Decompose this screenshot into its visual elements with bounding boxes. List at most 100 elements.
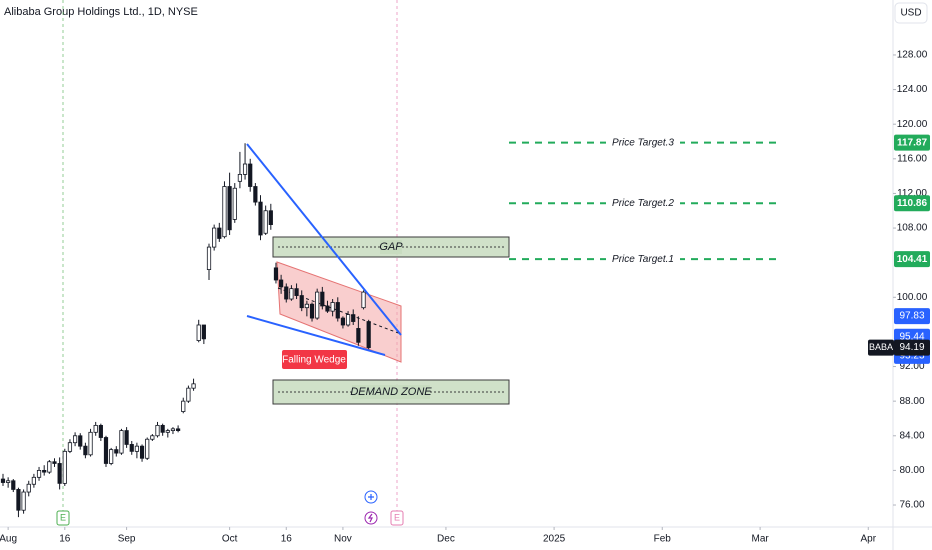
- candle-body: [232, 187, 237, 220]
- candle-body: [212, 227, 217, 248]
- candle-body: [217, 227, 222, 239]
- candle-body: [325, 305, 330, 312]
- candle-body: [206, 246, 212, 271]
- x-tick-label: 16: [281, 534, 293, 545]
- candle-body: [16, 489, 21, 511]
- candle-body: [186, 387, 191, 402]
- candle-body: [237, 173, 243, 182]
- earnings-icon[interactable]: [390, 510, 404, 526]
- event-icon-glyph: [368, 494, 374, 500]
- candle-body: [284, 286, 289, 300]
- candle-body: [330, 302, 335, 312]
- candle-body: [263, 210, 268, 234]
- wedge-label: Falling Wedge: [282, 355, 346, 366]
- last-price-label: 94.19: [899, 342, 924, 353]
- wedge-badge: [282, 350, 347, 369]
- channel-midline: [277, 287, 402, 335]
- candle-body: [279, 279, 284, 288]
- candle-body: [11, 480, 16, 490]
- target-label: Price Target.3: [612, 137, 674, 148]
- price-tag-label: 95.44: [899, 331, 924, 342]
- candle-body: [196, 324, 201, 341]
- candle-body: [299, 295, 304, 309]
- target-price-label: 104.41: [897, 254, 928, 265]
- target-label-bg: [606, 196, 680, 211]
- trend-line: [246, 143, 402, 336]
- x-tick-label: 2025: [543, 534, 566, 545]
- x-tick-label: Apr: [860, 534, 876, 545]
- candle-body: [191, 383, 196, 389]
- candle-body: [93, 424, 98, 433]
- y-tick-label: 80.00: [899, 465, 924, 476]
- demand-label-bg: [352, 385, 430, 399]
- x-tick-label: 16: [59, 534, 71, 545]
- candle-body: [0, 478, 6, 483]
- y-tick-label: 100.00: [897, 292, 928, 303]
- candle-body: [62, 450, 67, 484]
- candle-body: [129, 444, 134, 452]
- event-icon-glyph: [367, 513, 373, 523]
- candle-body: [98, 424, 103, 438]
- candle-body: [26, 483, 31, 493]
- candle-body: [242, 163, 248, 175]
- candle-body: [57, 463, 62, 484]
- target-price-label: 110.86: [897, 198, 927, 209]
- earnings-icon[interactable]: [56, 510, 70, 526]
- y-tick-label: 120.00: [897, 119, 928, 130]
- y-tick-label: 108.00: [897, 223, 928, 234]
- candle-body: [150, 435, 155, 440]
- y-tick-label: 92.00: [899, 361, 924, 372]
- target-label-bg: [606, 135, 680, 150]
- x-tick-label: Dec: [437, 534, 455, 545]
- candle-body: [139, 445, 145, 459]
- earnings-label[interactable]: E: [60, 512, 66, 522]
- candle-body: [258, 201, 263, 236]
- candle-body: [289, 288, 294, 300]
- candle-body: [6, 480, 11, 483]
- candle-body: [181, 400, 186, 412]
- candle-body: [88, 431, 93, 456]
- candle-body: [160, 424, 165, 433]
- candle-body: [248, 163, 253, 187]
- candle-body: [176, 428, 181, 431]
- candle-body: [36, 469, 42, 478]
- candle-body: [351, 314, 356, 322]
- currency-label[interactable]: USD: [900, 8, 921, 19]
- target-label: Price Target.1: [612, 254, 674, 265]
- candle-body: [356, 328, 361, 343]
- candle-body: [304, 303, 309, 309]
- candle-body: [201, 324, 206, 340]
- candle-body: [103, 437, 109, 464]
- candle-body: [315, 291, 320, 319]
- candle-body: [42, 469, 47, 473]
- candle-body: [366, 321, 371, 348]
- candle-body: [320, 291, 325, 307]
- gap-label-bg: [380, 240, 402, 254]
- candle-body: [52, 461, 57, 464]
- currency-button[interactable]: [894, 2, 928, 24]
- symbol-label: BABA: [869, 342, 893, 352]
- demand-label: DEMAND ZONE: [350, 386, 432, 398]
- gap-label: GAP: [379, 241, 403, 253]
- candle-body: [124, 430, 129, 445]
- y-tick-label: 88.00: [899, 396, 924, 407]
- candle-body: [47, 461, 52, 473]
- candle-body: [134, 445, 140, 452]
- trend-line: [246, 315, 386, 356]
- earnings-label[interactable]: E: [394, 512, 400, 522]
- candle-body: [268, 210, 273, 225]
- candle-body: [78, 435, 83, 447]
- x-tick-label: Aug: [0, 534, 17, 545]
- candle-body: [67, 442, 73, 452]
- candle-body: [294, 288, 299, 296]
- candle-body: [114, 449, 119, 454]
- y-tick-label: 76.00: [899, 500, 924, 511]
- y-tick-label: 116.00: [897, 153, 927, 164]
- candle-body: [340, 317, 346, 326]
- candle-body: [155, 424, 160, 437]
- candle-body: [253, 186, 258, 203]
- symbol-tag: [868, 339, 894, 356]
- target-label: Price Target.2: [612, 198, 674, 209]
